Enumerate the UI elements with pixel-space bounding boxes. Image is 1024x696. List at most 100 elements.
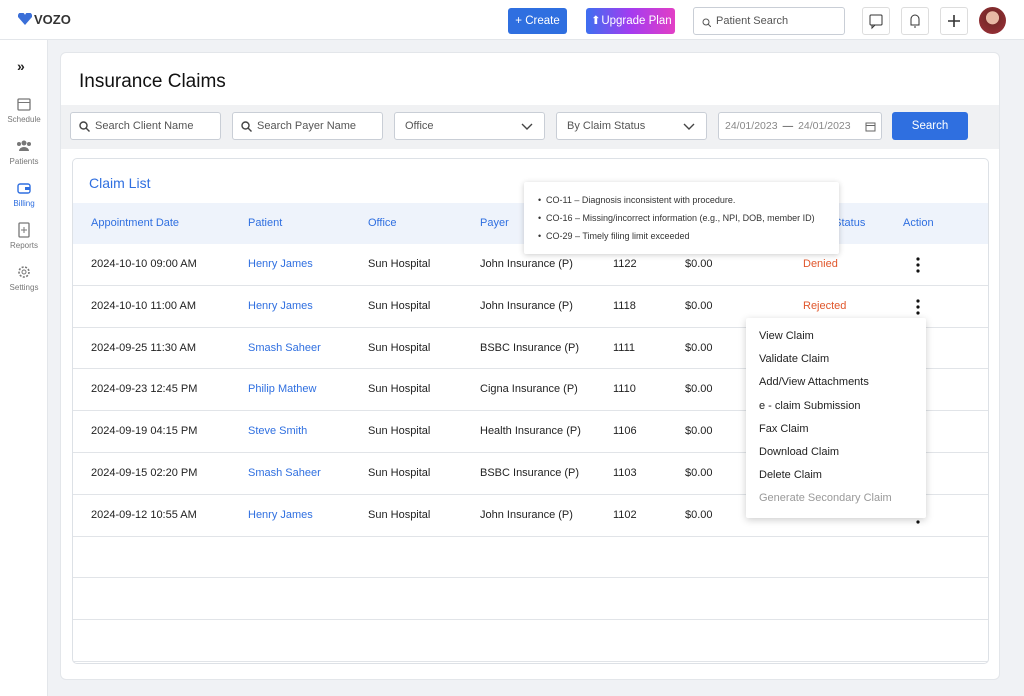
cell-date: 2024-09-15 02:20 PM [91, 467, 198, 479]
search-button[interactable]: Search [892, 112, 968, 140]
menu-item-disabled: Generate Secondary Claim [759, 492, 892, 505]
sidebar-item[interactable]: Patients [0, 137, 48, 166]
cell-office: Sun Hospital [368, 258, 431, 270]
date-from: 24/01/2023 [725, 120, 778, 132]
cell-date: 2024-10-10 09:00 AM [91, 258, 197, 270]
patient-link[interactable]: Henry James [248, 258, 313, 270]
date-separator: — [782, 120, 794, 132]
upgrade-label: Upgrade Plan [601, 15, 672, 27]
menu-item[interactable]: Fax Claim [759, 422, 809, 435]
action-kebab[interactable] [914, 256, 922, 274]
menu-item[interactable]: Add/View Attachments [759, 376, 869, 389]
client-search[interactable]: Search Client Name [70, 112, 221, 140]
date-range[interactable]: 24/01/2023 — 24/01/2023 [718, 112, 882, 140]
placeholder: By Claim Status [567, 120, 646, 132]
cell-office: Sun Hospital [368, 425, 431, 438]
sidebar-label: Schedule [7, 115, 41, 124]
create-button[interactable]: + Create [508, 8, 567, 34]
patient-link[interactable]: Smash Saheer [248, 341, 321, 354]
menu-item[interactable]: Delete Claim [759, 469, 822, 482]
cell-payer: BSBC Insurance (P) [480, 341, 580, 354]
sidebar-icon [17, 140, 31, 151]
cell-amount: $0.00 [685, 299, 713, 312]
sidebar-item[interactable]: Schedule [0, 95, 48, 124]
add-button[interactable] [940, 7, 968, 35]
cell-payer: John Insurance (P) [480, 299, 573, 312]
sidebar-icon [18, 222, 30, 238]
cell-amount: $0.00 [685, 383, 713, 396]
action-kebab[interactable] [914, 298, 922, 316]
table-row: 2024-10-10 11:00 AM Henry James Sun Hospit… [73, 286, 988, 328]
tooltip-bullet: • [538, 213, 542, 223]
tooltip-item: CO-11 – Diagnosis inconsistent with proc… [546, 195, 736, 205]
page-title: Insurance Claims [79, 71, 226, 92]
patient-link[interactable]: Henry James [248, 508, 313, 521]
cell-claim: 1122 [613, 258, 637, 270]
cell-payer: John Insurance (P) [480, 258, 573, 270]
tooltip-bullet: • [538, 231, 542, 241]
upgrade-button[interactable]: ⬆ Upgrade Plan [586, 8, 675, 34]
menu-item[interactable]: Validate Claim [759, 353, 830, 366]
menu-item[interactable]: Download Claim [759, 446, 840, 458]
cell-office: Sun Hospital [368, 383, 431, 396]
patient-link[interactable]: Henry James [248, 299, 313, 312]
menu-item[interactable]: View Claim [759, 330, 814, 342]
table-row [73, 620, 988, 662]
cell-payer: Health Insurance (P) [480, 425, 581, 438]
patient-link[interactable]: Steve Smith [248, 425, 308, 438]
cell-claim: 1118 [613, 299, 636, 312]
cell-date: 2024-09-25 11:30 AM [91, 341, 196, 354]
sidebar: » Schedule Patients Billing Reports Settings [0, 40, 48, 696]
filter-bar: Search Client Name Search Payer Name Off… [61, 105, 999, 149]
claim-list-title: Claim List [89, 175, 151, 191]
menu-item[interactable]: e - claim Submission [759, 399, 861, 412]
cell-claim: 1110 [613, 383, 636, 396]
column-header: Action [903, 217, 934, 229]
tooltip-bullet: • [538, 195, 542, 205]
column-header: Patient [248, 217, 283, 229]
denial-tooltip: • CO-11 – Diagnosis inconsistent with pro… [524, 182, 839, 254]
sidebar-item[interactable]: Billing [0, 179, 48, 208]
cell-office: Sun Hospital [368, 467, 431, 479]
notifications-button[interactable] [901, 7, 929, 35]
payer-search[interactable]: Search Payer Name [232, 112, 383, 140]
sidebar-icon [17, 98, 31, 111]
table-row: 2024-09-25 11:30 AM Smash Saheer Sun Hospi… [73, 328, 988, 370]
cell-amount: $0.00 [685, 508, 713, 521]
logo-icon [18, 13, 32, 25]
cell-amount: $0.00 [685, 258, 713, 270]
cell-claim: 1111 [613, 341, 636, 354]
cell-status: Denied [803, 258, 838, 270]
action-menu: View Claim Validate Claim Add/View Attachm… [746, 318, 926, 518]
table-row: 2024-09-15 02:20 PM Smash Saheer Sun Hospi… [73, 453, 988, 495]
patient-link[interactable]: Philip Mathew [248, 383, 317, 396]
cell-date: 2024-10-10 11:00 AM [91, 299, 196, 312]
tooltip-item: CO-29 – Timely filing limit exceeded [546, 231, 690, 241]
sidebar-item[interactable]: Reports [0, 221, 48, 250]
tooltip-item: CO-16 – Missing/incorrect information (e… [546, 213, 815, 223]
sidebar-label: Patients [9, 157, 39, 166]
table-row: 2024-09-12 10:55 AM Henry James Sun Hospit… [73, 495, 988, 537]
cell-date: 2024-09-19 04:15 PM [91, 425, 198, 438]
cell-claim: 1102 [613, 508, 637, 521]
cell-status: Rejected [803, 299, 847, 312]
search-placeholder: Patient Search [716, 15, 789, 27]
cell-office: Sun Hospital [368, 299, 431, 312]
table-row [73, 578, 988, 621]
sidebar-item[interactable]: Settings [0, 263, 48, 292]
cell-payer: Cigna Insurance (P) [480, 383, 578, 396]
expand-icon[interactable]: » [17, 58, 25, 74]
cell-amount: $0.00 [685, 341, 713, 354]
table-row [73, 537, 988, 579]
cell-payer: John Insurance (P) [480, 508, 573, 521]
status-select[interactable]: By Claim Status [556, 112, 707, 140]
office-select[interactable]: Office [394, 112, 545, 140]
cell-date: 2024-09-12 10:55 AM [91, 508, 197, 521]
patient-link[interactable]: Smash Saheer [248, 467, 321, 479]
messages-button[interactable] [862, 7, 890, 35]
cell-date: 2024-09-23 12:45 PM [91, 383, 198, 396]
avatar[interactable] [979, 7, 1006, 34]
column-header: Payer [480, 217, 509, 229]
patient-search[interactable]: Patient Search [693, 7, 845, 35]
